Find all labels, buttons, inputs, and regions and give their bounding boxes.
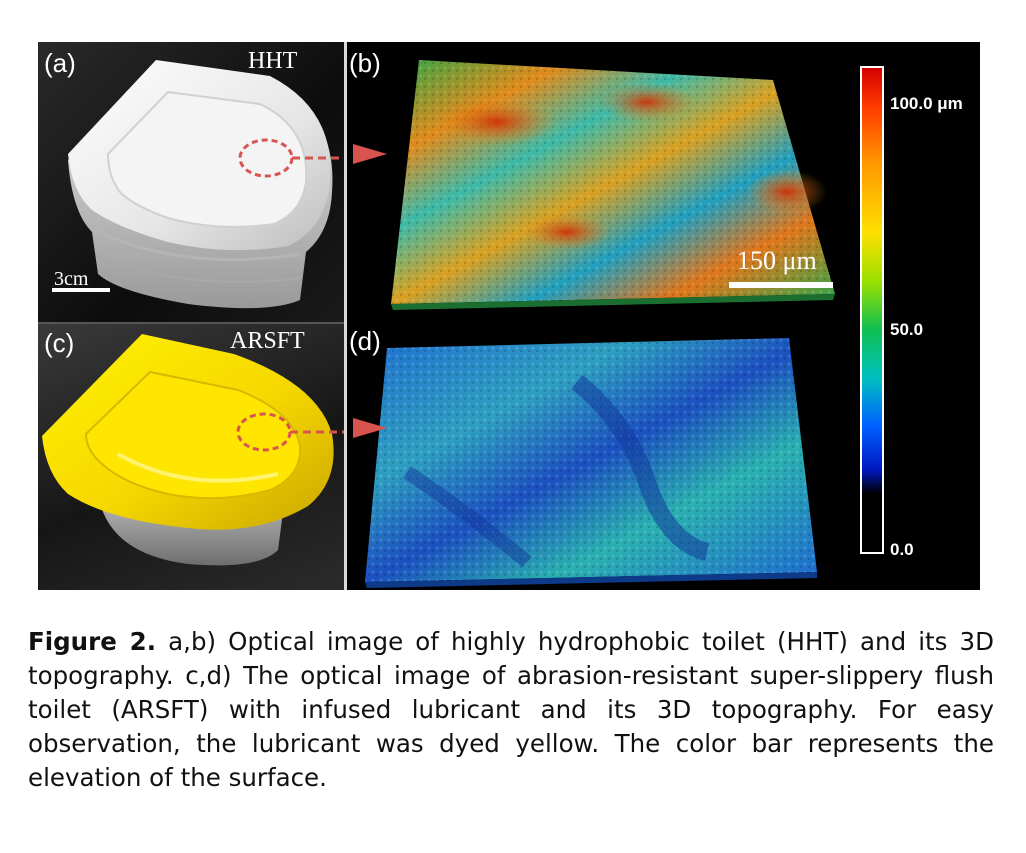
- photo-arsft: (c) ARSFT: [38, 324, 344, 590]
- topography-maps: [353, 60, 835, 588]
- photo-hht: (a) HHT 3cm: [38, 42, 344, 322]
- white-toilet-image: [52, 60, 344, 309]
- panel-b-label: (b): [349, 48, 381, 78]
- colorbar-mid-label: 50.0: [890, 320, 924, 339]
- panel-divider-horizontal: [38, 322, 344, 324]
- panel-a-scale-label: 3cm: [54, 268, 89, 290]
- figure-panel: (a) HHT 3cm (c): [38, 42, 980, 590]
- panel-d-label: (d): [349, 326, 381, 356]
- caption-text: a,b) Optical image of highly hydrophobic…: [28, 627, 994, 792]
- panel-b-scale-label: 150 μm: [737, 246, 817, 275]
- panel-c-title: ARSFT: [230, 328, 305, 354]
- figure-caption: Figure 2. a,b) Optical image of highly h…: [28, 625, 994, 795]
- panel-a-label: (a): [44, 48, 76, 78]
- colorbar-max-label: 100.0 μm: [890, 94, 963, 113]
- topography-area: (b) 150 μm (d): [347, 42, 858, 590]
- figure-label: Figure 2.: [28, 627, 157, 656]
- colorbar-min-label: 0.0: [890, 540, 914, 559]
- elevation-colorbar: [860, 66, 884, 554]
- panel-divider-vertical: [344, 42, 347, 590]
- yellow-toilet-image: [42, 334, 344, 566]
- panel-c-label: (c): [44, 328, 75, 358]
- panel-a-title: HHT: [248, 48, 298, 74]
